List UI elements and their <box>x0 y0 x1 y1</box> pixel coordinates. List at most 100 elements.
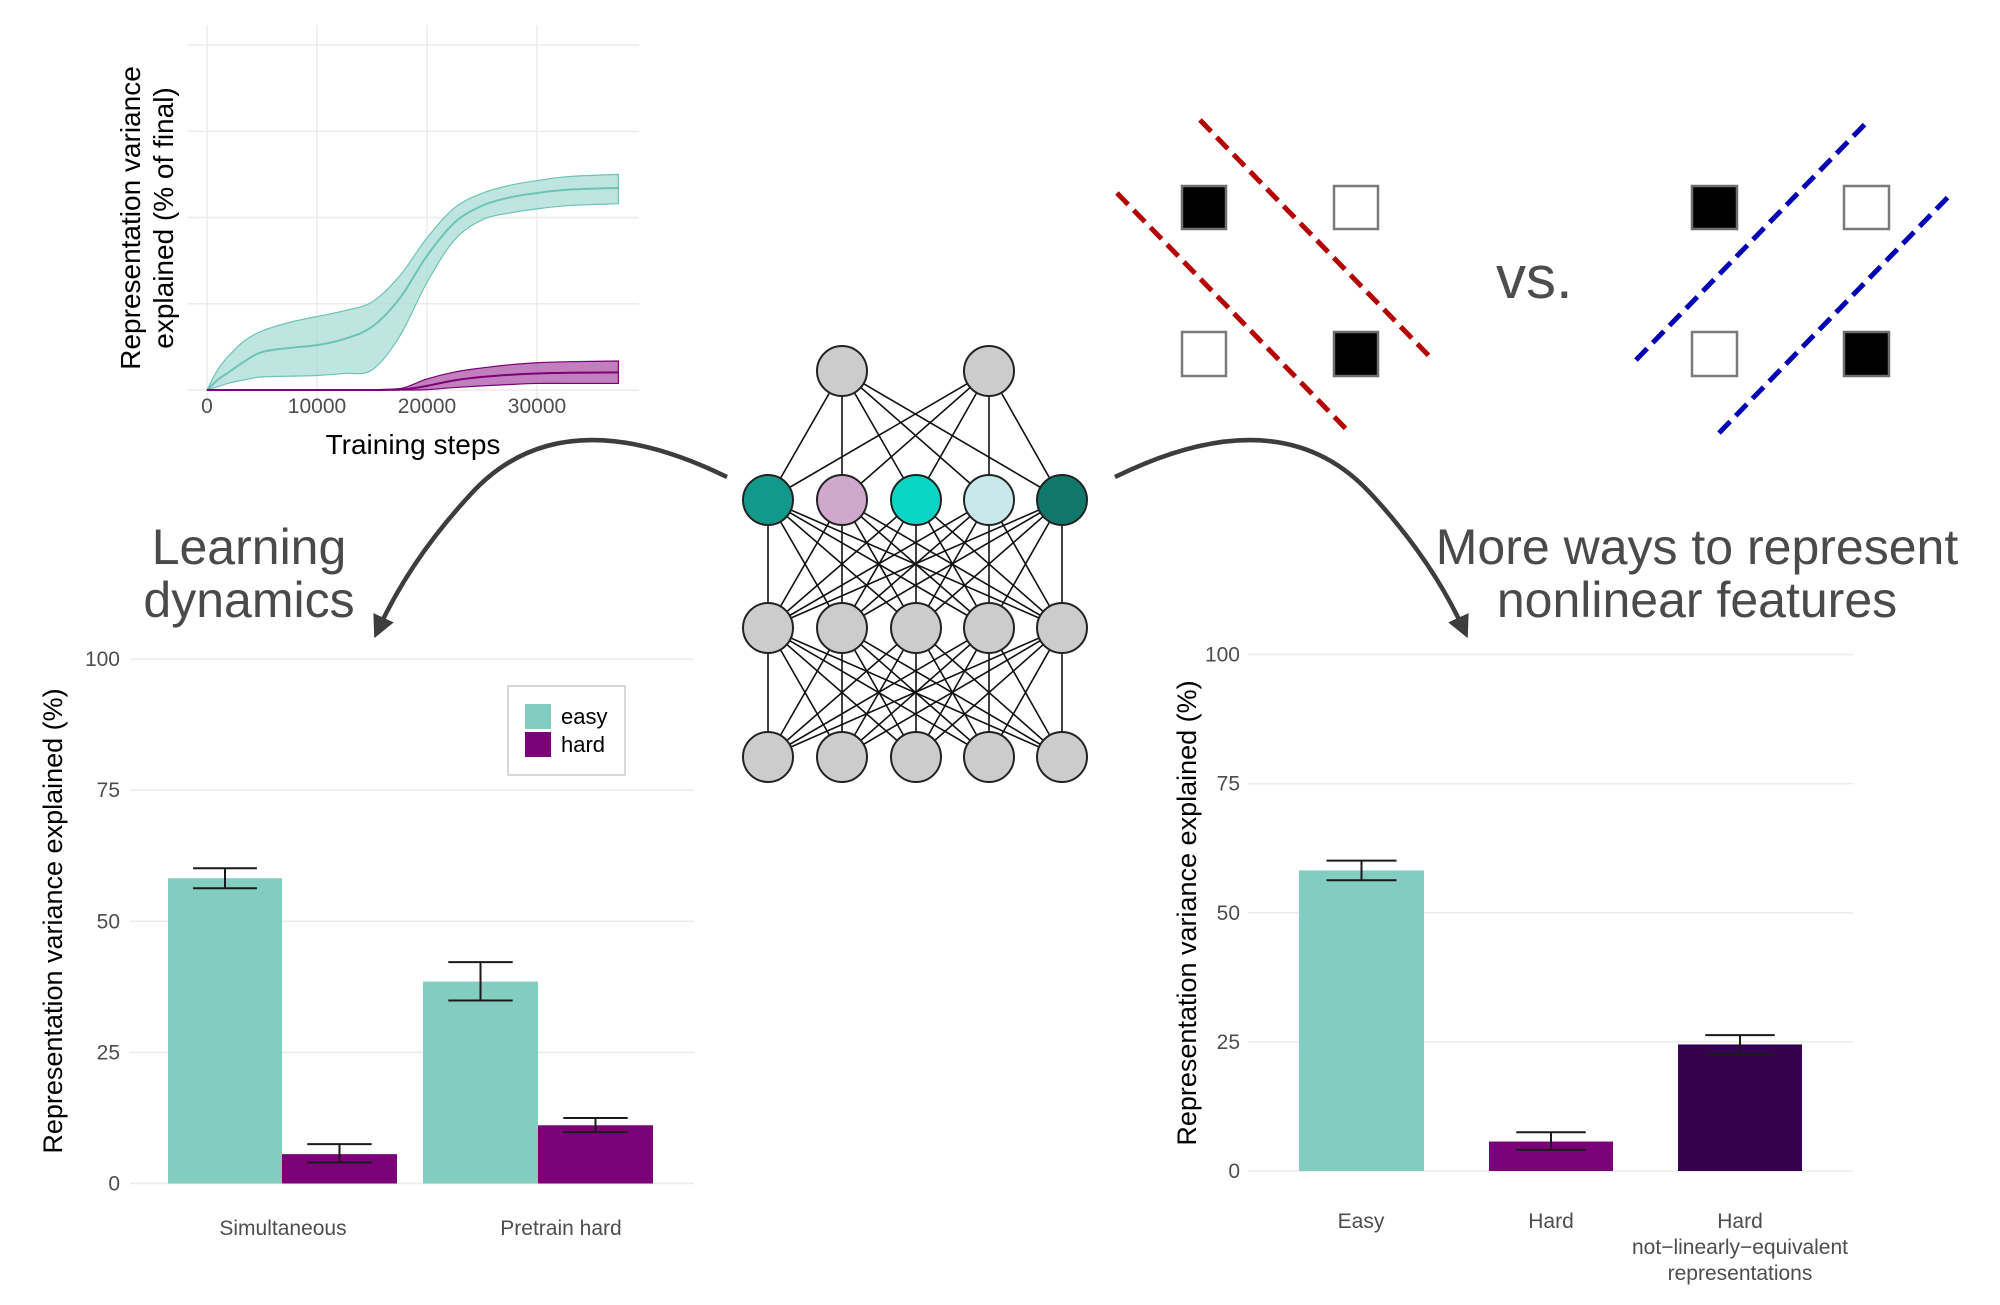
y-axis-title: Representation variance explained (%) <box>38 688 68 1153</box>
y-axis-title: Representation variance explained (%) <box>1172 680 1202 1145</box>
learning-curve-series <box>205 173 619 392</box>
category-label: Hard <box>1717 1210 1763 1233</box>
neural-network-diagram <box>742 345 1088 783</box>
network-edges <box>767 370 1063 758</box>
filled-square <box>1180 184 1228 231</box>
curved-arrow-right <box>1114 437 1469 639</box>
category-label: Pretrain hard <box>500 1217 621 1240</box>
legend-box <box>507 685 626 776</box>
y-tick-label: 25 <box>1217 1031 1240 1054</box>
decision-boundary-line <box>1115 191 1352 435</box>
xor-panel-red <box>1115 118 1435 435</box>
filled-square <box>1332 330 1380 378</box>
network-node-input <box>963 731 1015 783</box>
learning-dynamics-label: Learning dynamics <box>143 519 354 628</box>
y-tick-label: 100 <box>1205 644 1240 667</box>
y-tick-label: 75 <box>97 779 120 802</box>
network-node-hidden <box>816 602 868 654</box>
network-edge <box>841 499 1063 629</box>
more-ways-line-1: More ways to represent <box>1436 519 1959 575</box>
y-tick-label: 75 <box>1217 773 1240 796</box>
learning-dynamics-line-2: dynamics <box>143 572 354 628</box>
y-tick-label: 25 <box>97 1041 120 1064</box>
network-node-output <box>816 345 868 397</box>
filled-square <box>1690 184 1739 231</box>
legend-swatch-easy <box>525 704 551 729</box>
mean-line-hard <box>207 371 619 392</box>
decision-boundary-line <box>1198 118 1435 362</box>
bar-easy <box>1299 870 1424 1171</box>
network-node-output <box>963 345 1015 397</box>
y-axis-title-line-2: explained (% of final) <box>148 87 179 348</box>
learning-curve-grid <box>188 25 639 410</box>
category-label-line-3: representations <box>1668 1262 1813 1285</box>
network-edge <box>767 627 990 758</box>
bar-chart-y-ticks: 0 25 50 75 100 <box>1205 644 1240 1184</box>
network-node-hidden-colored <box>1036 474 1088 526</box>
learning-curve-x-ticks: 0 10000 20000 30000 <box>201 395 566 418</box>
legend-label-easy: easy <box>561 704 607 729</box>
xor-panel-blue <box>1634 118 1954 435</box>
empty-square <box>1332 184 1380 231</box>
network-edge <box>841 627 1063 758</box>
y-tick-label: 100 <box>85 648 120 671</box>
empty-square <box>1842 184 1891 231</box>
x-tick-label: 30000 <box>508 395 566 418</box>
learning-dynamics-bar-chart: 0 25 50 75 100 Simultaneous Pretrain har… <box>38 648 694 1240</box>
x-tick-label: 20000 <box>398 395 456 418</box>
category-label-line-2: not−linearly−equivalent <box>1632 1236 1848 1259</box>
decision-boundary-line <box>1717 191 1954 435</box>
network-node-input <box>816 731 868 783</box>
y-tick-label: 0 <box>1228 1160 1240 1183</box>
bar-chart-y-ticks: 0 25 50 75 100 <box>85 648 120 1196</box>
legend-swatch-hard <box>525 732 551 757</box>
network-node-hidden <box>742 602 794 654</box>
mean-line-easy <box>206 186 619 391</box>
category-label: Hard <box>1528 1210 1574 1233</box>
bar-chart-bars <box>1299 859 1802 1171</box>
network-node-hidden <box>890 602 942 654</box>
category-label: Simultaneous <box>219 1217 346 1240</box>
x-axis-title: Training steps <box>326 429 501 460</box>
network-node-hidden-colored <box>742 474 794 526</box>
bar-hard <box>538 1125 653 1184</box>
decision-boundary-line <box>1634 118 1871 362</box>
bar-chart-bars <box>168 867 653 1184</box>
legend: easy hard <box>507 685 626 776</box>
network-node-input <box>890 731 942 783</box>
y-tick-label: 50 <box>97 910 120 933</box>
bar-hard_nonlinear <box>1678 1044 1802 1171</box>
error-bar <box>193 867 257 890</box>
network-edge <box>767 627 1063 758</box>
network-edge <box>767 370 990 501</box>
network-edge <box>767 627 917 758</box>
confidence-band-easy <box>205 173 619 392</box>
y-tick-label: 50 <box>1217 902 1240 925</box>
network-edge <box>767 499 917 629</box>
network-node-hidden <box>1036 602 1088 654</box>
learning-dynamics-line-1: Learning <box>152 519 347 575</box>
more-ways-line-2: nonlinear features <box>1497 572 1897 628</box>
y-axis-title: Representation variance explained (% of … <box>115 66 179 370</box>
bar-easy <box>168 878 282 1184</box>
empty-square <box>1690 330 1739 378</box>
nonlinear-features-bar-chart: 0 25 50 75 100 Easy Hard Hard not−linear… <box>1172 644 1853 1285</box>
y-tick-label: 0 <box>108 1173 120 1196</box>
network-node-hidden-colored <box>816 474 868 526</box>
y-axis-title-text: Representation variance explained (%) <box>1172 680 1202 1145</box>
network-node-hidden <box>963 602 1015 654</box>
y-axis-title-text: Representation variance explained (%) <box>38 688 68 1153</box>
x-tick-label: 0 <box>201 395 213 418</box>
error-bar <box>1705 1034 1775 1056</box>
network-edge <box>915 627 1063 758</box>
empty-square <box>1180 330 1228 378</box>
more-ways-label: More ways to represent nonlinear feature… <box>1436 519 1959 628</box>
category-label: Easy <box>1338 1210 1385 1233</box>
legend-label-hard: hard <box>561 732 605 757</box>
network-node-hidden-colored <box>963 474 1015 526</box>
error-bar <box>448 961 513 1002</box>
x-tick-label: 10000 <box>288 395 346 418</box>
error-bar <box>307 1143 372 1164</box>
error-bar <box>1516 1131 1586 1151</box>
network-edge <box>915 499 1063 629</box>
